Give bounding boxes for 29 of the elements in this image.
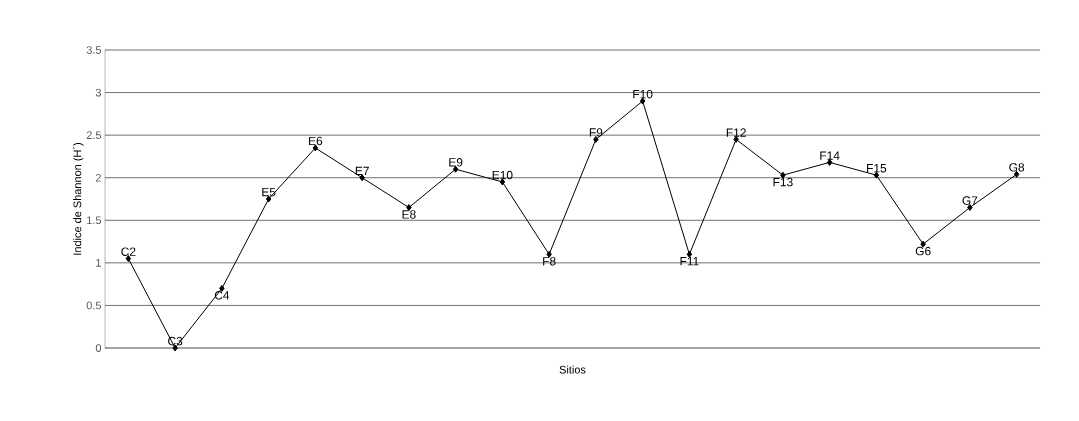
x-tick-label: F10 [633, 89, 653, 99]
x-tick-label: C4 [214, 291, 230, 300]
x-tick-label: E10 [492, 170, 513, 180]
y-tick-label: 2.5 [86, 131, 102, 140]
x-tick-label: E6 [309, 136, 323, 146]
y-tick-label: 3 [95, 88, 101, 97]
y-axis-title: Indice de Shannon (H´) [73, 143, 84, 255]
y-tick-label: 3.5 [86, 46, 102, 54]
x-tick-label: F8 [543, 257, 556, 266]
x-tick-label: E8 [402, 210, 416, 219]
y-tick-label: 0.5 [86, 301, 102, 310]
x-tick-label: G6 [915, 246, 931, 256]
x-tick-label: E7 [355, 166, 369, 176]
y-tick-label: 2 [95, 173, 101, 182]
x-axis-title: Sitios [559, 365, 586, 374]
x-tick-label: F13 [773, 177, 793, 187]
y-tick-label: 1.5 [87, 216, 102, 225]
x-tick-label: F14 [820, 151, 840, 160]
y-tick-label: 1 [96, 259, 101, 267]
x-tick-label: G8 [1009, 163, 1025, 172]
y-tick-label: 0 [95, 344, 102, 352]
x-tick-label: E9 [449, 158, 463, 167]
x-tick-label: F11 [680, 257, 699, 266]
x-tick-label: C2 [121, 247, 136, 256]
x-tick-label: F15 [867, 164, 887, 173]
x-tick-label: E5 [262, 187, 276, 197]
x-tick-label: F12 [726, 128, 746, 137]
x-tick-label: G7 [962, 196, 978, 205]
x-tick-label: F9 [589, 128, 603, 137]
